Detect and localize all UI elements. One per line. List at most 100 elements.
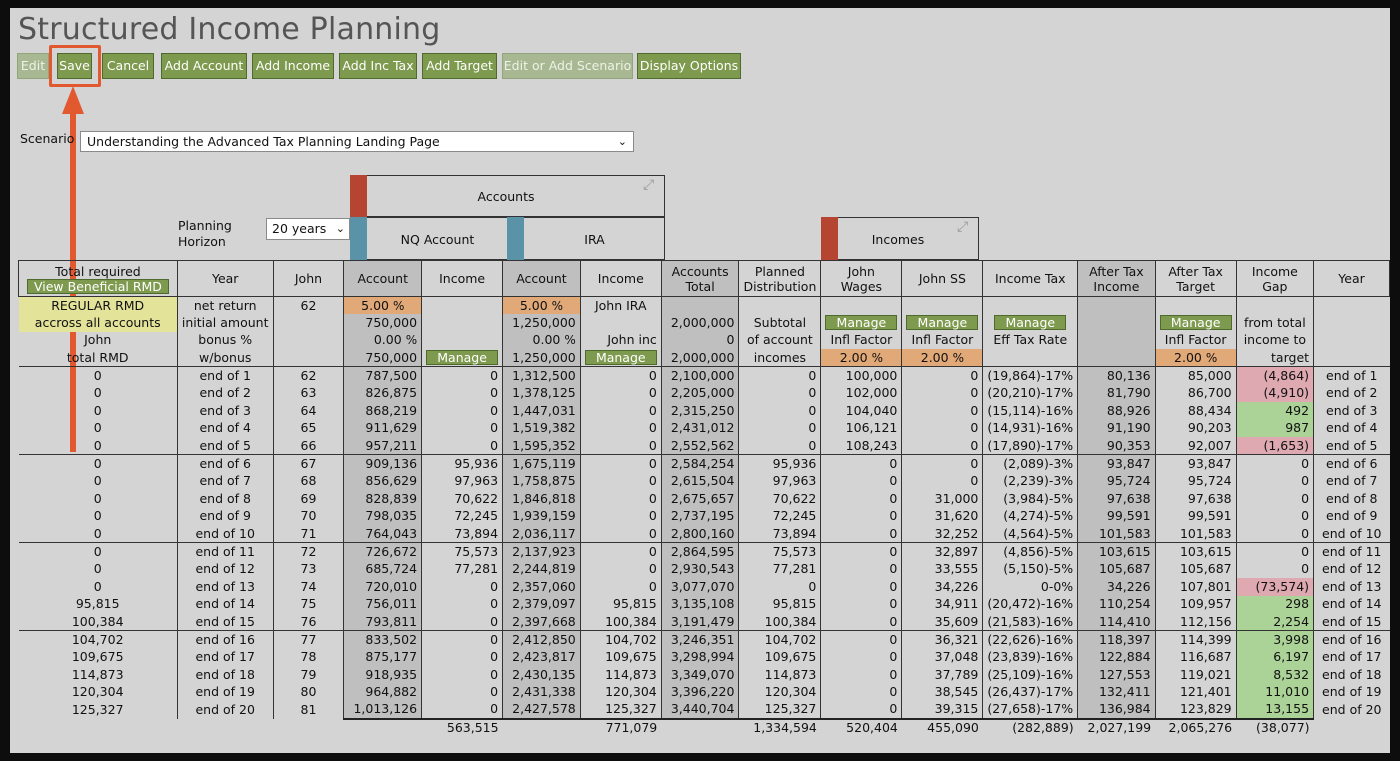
manage-ira-income-button[interactable]: Manage: [584, 349, 657, 365]
rmd-cell: 0: [93, 525, 102, 541]
year-cell: end of 8: [176, 490, 273, 508]
ira-net-return[interactable]: 5.00 %: [502, 296, 581, 315]
year-right-cell: end of 2: [1313, 384, 1390, 403]
nq-account-cell: 828,839: [343, 490, 422, 508]
nq-income-cell: 75,573: [421, 542, 503, 561]
year-right-cell: end of 15: [1313, 613, 1390, 631]
scenario-select[interactable]: Understanding the Advanced Tax Planning …: [80, 131, 634, 152]
nq-account-cell: 726,672: [343, 542, 422, 561]
ira-account-cell: 1,595,352: [502, 437, 581, 455]
ira-with-bonus: 1,250,000: [502, 349, 581, 367]
after-tax-income-cell: 80,136: [1077, 366, 1156, 385]
rmd-cell: 0: [93, 437, 102, 453]
nq-net-return[interactable]: 5.00 %: [343, 296, 422, 315]
nq-account-header: [350, 217, 508, 260]
income-tax-cell: (4,856)-5%: [982, 542, 1078, 561]
income-tax-cell: (2,089)-3%: [982, 454, 1078, 473]
display-options-button[interactable]: Display Options: [637, 53, 741, 79]
table-row: 0 end of 11 72 726,672 75,573 2,137,923 0 2,864…: [18, 542, 1390, 561]
after-tax-target-cell: 93,847: [1154, 454, 1237, 473]
target-infl-factor[interactable]: 2.00 %: [1154, 349, 1237, 367]
planning-horizon-select[interactable]: 20 years ⌄: [266, 218, 350, 240]
after-tax-target-cell: 97,638: [1154, 490, 1237, 508]
john-wages-cell: 102,000: [820, 384, 902, 403]
nq-net-return-value: 5.00: [361, 297, 389, 313]
after-tax-target-cell: 86,700: [1154, 384, 1237, 403]
view-beneficial-rmd-button[interactable]: View Beneficial RMD: [26, 278, 169, 294]
income-gap-cell: 8,532: [1235, 665, 1314, 684]
accounts-total-cell: 2,864,595: [660, 542, 739, 561]
table-row: 0 end of 9 70 798,035 72,245 1,939,159 0 2,737,…: [19, 507, 1390, 526]
manage-ss-button[interactable]: Manage: [906, 314, 979, 330]
year-cell: end of 20: [176, 701, 273, 719]
save-button[interactable]: Save: [57, 53, 92, 79]
manage-wages-button[interactable]: Manage: [825, 314, 898, 330]
collapse-icon[interactable]: ⤢: [957, 219, 969, 235]
john-wages-cell: 0: [820, 701, 902, 719]
ira-account-cell: 1,675,119: [502, 454, 581, 473]
nq-income-cell: 0: [421, 419, 503, 438]
cancel-button[interactable]: Cancel: [102, 53, 154, 79]
planning-horizon-label-line2: Horizon: [178, 234, 226, 249]
add-income-button[interactable]: Add Income: [252, 53, 334, 79]
ira-net-return-value: 5.00: [519, 297, 548, 313]
planned-distribution-cell: 104,702: [738, 630, 821, 649]
accounts-total-cell: 3,440,704: [660, 701, 739, 719]
add-target-button[interactable]: Add Target: [422, 53, 497, 79]
john-wages-cell: 100,000: [820, 366, 902, 385]
income-gap-total: (38,077): [1236, 717, 1314, 737]
collapse-icon[interactable]: ⤢: [643, 177, 655, 193]
nq-account-cell: 964,882: [343, 683, 422, 702]
ira-income-cell: 109,675: [579, 648, 662, 666]
ira-income-owner: John inc: [579, 331, 662, 350]
year-right-cell: end of 6: [1313, 454, 1390, 473]
year-right-cell: end of 10: [1313, 525, 1390, 543]
accounts-total-cell: 2,800,160: [660, 525, 739, 543]
john-age-cell: 80: [272, 683, 344, 702]
nq-color-strip: [350, 217, 367, 260]
after-tax-target-cell: 105,687: [1154, 560, 1237, 578]
manage-tax-button[interactable]: Manage: [994, 314, 1067, 330]
target-infl-value: 2.00: [1174, 349, 1202, 365]
edit-or-add-scenario-button[interactable]: Edit or Add Scenario: [502, 53, 633, 79]
year-cell: end of 1: [176, 366, 273, 385]
ira-account-cell: 2,412,850: [502, 630, 581, 649]
planned-distribution-cell: 0: [738, 437, 821, 455]
edit-button[interactable]: Edit: [17, 53, 49, 79]
percent-sign: %: [1205, 350, 1218, 365]
ira-income-cell: 0: [579, 507, 662, 526]
nq-income-cell: 72,245: [421, 507, 503, 526]
rmd-cell: 100,384: [71, 613, 124, 629]
after-tax-income-header: After Tax Income: [1077, 260, 1156, 297]
john-ss-cell: 31,000: [901, 490, 983, 508]
income-tax-cell: (2,239)-3%: [982, 472, 1078, 491]
year-param-line2: initial amount: [176, 314, 273, 332]
john-wages-cell: 0: [820, 507, 902, 526]
ss-infl-factor[interactable]: 2.00 %: [901, 349, 983, 367]
john-ss-cell: 37,789: [901, 665, 983, 684]
income-tax-cell: (23,839)-16%: [982, 648, 1078, 666]
ira-account-cell: 2,423,817: [502, 648, 581, 666]
accounts-total-cell: 2,315,250: [660, 402, 739, 420]
wages-infl-factor[interactable]: 2.00 %: [820, 349, 902, 367]
add-inc-tax-button[interactable]: Add Inc Tax: [339, 53, 417, 79]
john-age-cell: 76: [272, 613, 344, 631]
john-ss-cell: 0: [901, 454, 983, 473]
year-right-cell: end of 14: [1313, 595, 1390, 614]
nq-account-cell: 911,629: [343, 419, 422, 438]
income-gap-cell: 298: [1235, 595, 1314, 614]
after-tax-target-cell: 109,957: [1154, 595, 1237, 614]
manage-nq-income-button[interactable]: Manage: [426, 349, 499, 365]
ira-account-cell: 2,431,338: [502, 683, 581, 702]
accounts-total-cell: 3,298,994: [660, 648, 739, 666]
income-tax-cell: (22,626)-16%: [982, 630, 1078, 649]
rmd-cell: 0: [93, 578, 102, 594]
table-row: 120,304 end of 19 80 964,882 0 2,431,338 120,3…: [19, 683, 1390, 702]
table-row: 0 end of 2 63 826,875 0 1,378,125 0 2,205,000 0 1…: [19, 384, 1390, 403]
manage-target-button[interactable]: Manage: [1159, 314, 1232, 330]
nq-account-cell: 787,500: [343, 366, 422, 385]
add-account-button[interactable]: Add Account: [161, 53, 247, 79]
income-planning-grid: Total required View Beneficial RMD Year …: [18, 260, 1390, 737]
planned-distribution-cell: 0: [738, 384, 821, 403]
gap-line3: income to: [1235, 331, 1314, 350]
